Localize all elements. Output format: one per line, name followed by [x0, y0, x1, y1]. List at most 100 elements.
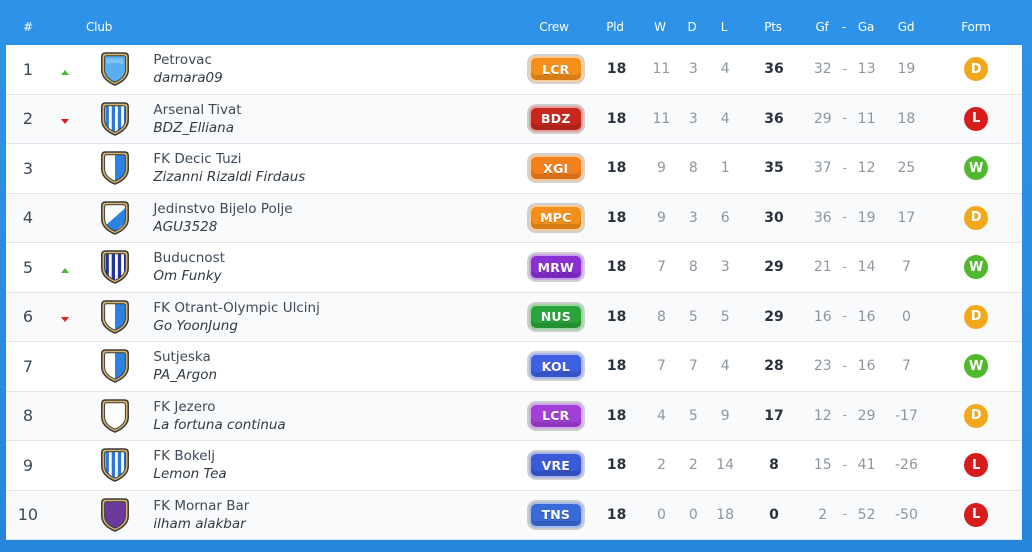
- goals-against: 14: [857, 259, 876, 276]
- manager-name[interactable]: Go YoonJung: [153, 317, 238, 334]
- manager-name[interactable]: Om Funky: [153, 268, 222, 285]
- manager-name[interactable]: Zizanni Rizaldi Firdaus: [153, 169, 306, 186]
- form-badge[interactable]: D: [964, 304, 989, 329]
- club-name[interactable]: Jedinstvo Bijelo Polje: [153, 200, 293, 217]
- crew-badge[interactable]: BDZ: [528, 105, 583, 132]
- crew-cell: NUS: [524, 303, 588, 330]
- club-name[interactable]: Buducnost: [153, 250, 225, 267]
- table-row[interactable]: 7 Sutjeska PA_Argon KOL 18 7 7 4 28 23 -…: [6, 342, 1022, 392]
- table-row[interactable]: 8 FK Jezero La fortuna continua LCR 18 4…: [6, 391, 1022, 441]
- club-name[interactable]: FK Otrant-Olympic Ulcinj: [153, 299, 320, 316]
- form-badge[interactable]: W: [964, 255, 989, 280]
- played: 18: [606, 110, 627, 127]
- manager-name[interactable]: Lemon Tea: [153, 466, 227, 483]
- header-played[interactable]: Pld: [606, 19, 624, 34]
- header-wins[interactable]: W: [654, 19, 666, 34]
- crew-badge[interactable]: XGI: [528, 155, 583, 182]
- crew-cell: LCR: [524, 402, 588, 429]
- goals-against: 41: [857, 457, 876, 474]
- crew-badge[interactable]: KOL: [528, 353, 583, 380]
- club-name[interactable]: FK Jezero: [153, 398, 216, 415]
- wins: 8: [656, 308, 666, 325]
- trend: [50, 109, 80, 128]
- header-draws[interactable]: D: [687, 19, 697, 34]
- form-badge[interactable]: L: [964, 453, 989, 478]
- club-name[interactable]: FK Mornar Bar: [153, 497, 250, 514]
- rank: 1: [22, 59, 33, 79]
- manager-name[interactable]: BDZ_Elliana: [153, 119, 234, 136]
- goals-separator: -: [842, 160, 848, 176]
- draws: 3: [688, 61, 698, 78]
- table-row[interactable]: 1 Petrovac damara09 LCR 18 11 3 4 36 32 …: [6, 45, 1022, 95]
- header-form[interactable]: Form: [961, 19, 991, 34]
- points: 36: [764, 61, 784, 78]
- form-badge[interactable]: L: [964, 106, 989, 131]
- form-cell: D: [930, 57, 1022, 82]
- manager-name[interactable]: PA_Argon: [153, 367, 218, 384]
- club-crest-icon[interactable]: [80, 446, 150, 484]
- points: 0: [769, 506, 779, 523]
- header-goal-difference[interactable]: Gd: [897, 19, 915, 34]
- crew-badge[interactable]: VRE: [528, 452, 583, 479]
- club-crest-icon[interactable]: [80, 298, 150, 336]
- header-losses[interactable]: L: [720, 19, 728, 34]
- club-crest-icon[interactable]: [80, 199, 150, 237]
- wins: 0: [656, 506, 666, 523]
- form-badge[interactable]: L: [964, 502, 989, 527]
- header-points[interactable]: Pts: [764, 19, 782, 34]
- club-crest-icon[interactable]: [80, 397, 150, 435]
- form-badge[interactable]: D: [964, 205, 989, 230]
- club-cell: Sutjeska PA_Argon: [149, 348, 524, 384]
- goals-for: 21: [813, 259, 832, 276]
- goals-separator: -: [842, 457, 848, 473]
- manager-name[interactable]: damara09: [153, 70, 223, 87]
- points: 8: [769, 457, 779, 474]
- header-rank[interactable]: #: [23, 19, 33, 34]
- table-row[interactable]: 9 FK Bokelj Lemon Tea VRE 18 2 2 14 8 15…: [6, 441, 1022, 491]
- club-crest-icon[interactable]: [80, 248, 150, 286]
- header-goals-for[interactable]: Gf: [815, 19, 829, 34]
- club-name[interactable]: Sutjeska: [153, 349, 211, 366]
- club-crest-icon[interactable]: [80, 50, 150, 88]
- club-name[interactable]: FK Decic Tuzi: [153, 151, 242, 168]
- form-badge[interactable]: D: [964, 57, 989, 82]
- form-badge[interactable]: W: [964, 354, 989, 379]
- club-name[interactable]: FK Bokelj: [153, 448, 215, 465]
- crew-badge[interactable]: LCR: [528, 56, 583, 83]
- form-cell: L: [930, 106, 1022, 131]
- played: 18: [606, 259, 627, 276]
- crew-badge[interactable]: TNS: [528, 501, 583, 528]
- club-crest-icon[interactable]: [80, 496, 150, 534]
- losses: 5: [720, 308, 730, 325]
- club-name[interactable]: Arsenal Tivat: [153, 101, 242, 118]
- crew-cell: VRE: [524, 452, 588, 479]
- table-row[interactable]: 6 FK Otrant-Olympic Ulcinj Go YoonJung N…: [6, 292, 1022, 342]
- table-row[interactable]: 4 Jedinstvo Bijelo Polje AGU3528 MPC 18 …: [6, 193, 1022, 243]
- manager-name[interactable]: ilham alakbar: [153, 515, 246, 532]
- table-row[interactable]: 3 FK Decic Tuzi Zizanni Rizaldi Firdaus …: [6, 144, 1022, 194]
- club-crest-icon[interactable]: [80, 347, 150, 385]
- manager-name[interactable]: La fortuna continua: [153, 416, 286, 433]
- form-badge[interactable]: W: [964, 156, 989, 181]
- crew-badge[interactable]: LCR: [528, 402, 583, 429]
- rank: 10: [17, 505, 39, 525]
- points: 29: [764, 308, 784, 325]
- header-goals-against[interactable]: Ga: [857, 19, 875, 34]
- table-row[interactable]: 2 Arsenal Tivat BDZ_Elliana BDZ 18 11 3 …: [6, 94, 1022, 144]
- club-crest-icon[interactable]: [80, 149, 150, 187]
- table-row[interactable]: 10 FK Mornar Bar ilham alakbar TNS 18 0 …: [6, 490, 1022, 540]
- club-crest-icon[interactable]: [80, 100, 150, 138]
- wins: 7: [656, 259, 666, 276]
- points: 29: [764, 259, 784, 276]
- manager-name[interactable]: AGU3528: [153, 218, 218, 235]
- crew-cell: LCR: [524, 56, 588, 83]
- form-badge[interactable]: D: [964, 403, 989, 428]
- header-crew[interactable]: Crew: [539, 19, 569, 34]
- header-club[interactable]: Club: [86, 19, 113, 34]
- crew-badge[interactable]: NUS: [528, 303, 583, 330]
- table-row[interactable]: 5 Buducnost Om Funky MRW 18 7 8 3 29 21 …: [6, 243, 1022, 293]
- crew-badge[interactable]: MRW: [528, 254, 583, 281]
- crew-badge[interactable]: MPC: [528, 204, 583, 231]
- form-cell: D: [930, 403, 1022, 428]
- club-name[interactable]: Petrovac: [153, 52, 212, 69]
